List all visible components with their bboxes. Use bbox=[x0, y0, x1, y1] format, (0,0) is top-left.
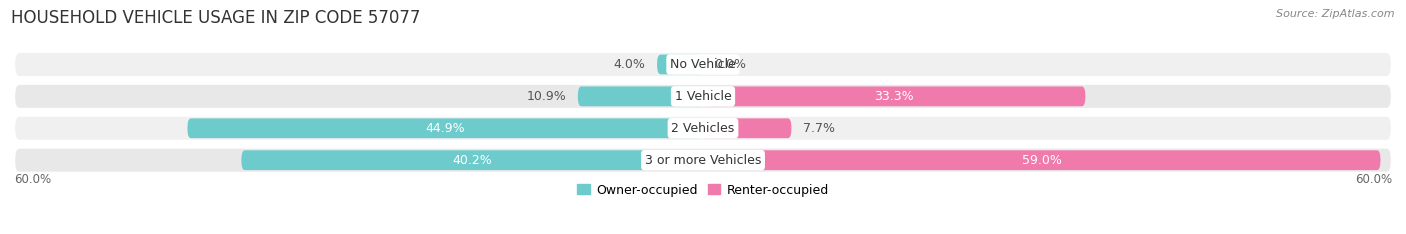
FancyBboxPatch shape bbox=[578, 87, 703, 106]
Text: 44.9%: 44.9% bbox=[426, 122, 465, 135]
Text: Source: ZipAtlas.com: Source: ZipAtlas.com bbox=[1277, 9, 1395, 19]
Text: 40.2%: 40.2% bbox=[453, 154, 492, 167]
Text: 3 or more Vehicles: 3 or more Vehicles bbox=[645, 154, 761, 167]
Text: 7.7%: 7.7% bbox=[803, 122, 835, 135]
Text: No Vehicle: No Vehicle bbox=[671, 58, 735, 71]
FancyBboxPatch shape bbox=[15, 117, 1391, 140]
FancyBboxPatch shape bbox=[15, 85, 1391, 108]
Text: 2 Vehicles: 2 Vehicles bbox=[672, 122, 734, 135]
FancyBboxPatch shape bbox=[703, 118, 792, 138]
Text: 60.0%: 60.0% bbox=[14, 173, 51, 186]
Text: HOUSEHOLD VEHICLE USAGE IN ZIP CODE 57077: HOUSEHOLD VEHICLE USAGE IN ZIP CODE 5707… bbox=[11, 9, 420, 27]
Text: 0.0%: 0.0% bbox=[714, 58, 747, 71]
Text: 60.0%: 60.0% bbox=[1355, 173, 1392, 186]
Legend: Owner-occupied, Renter-occupied: Owner-occupied, Renter-occupied bbox=[572, 179, 834, 201]
FancyBboxPatch shape bbox=[703, 150, 1381, 170]
Text: 10.9%: 10.9% bbox=[527, 90, 567, 103]
FancyBboxPatch shape bbox=[242, 150, 703, 170]
FancyBboxPatch shape bbox=[187, 118, 703, 138]
FancyBboxPatch shape bbox=[15, 53, 1391, 76]
Text: 4.0%: 4.0% bbox=[613, 58, 645, 71]
Text: 33.3%: 33.3% bbox=[875, 90, 914, 103]
FancyBboxPatch shape bbox=[657, 55, 703, 74]
FancyBboxPatch shape bbox=[15, 149, 1391, 172]
Text: 1 Vehicle: 1 Vehicle bbox=[675, 90, 731, 103]
Text: 59.0%: 59.0% bbox=[1022, 154, 1062, 167]
FancyBboxPatch shape bbox=[703, 87, 1085, 106]
